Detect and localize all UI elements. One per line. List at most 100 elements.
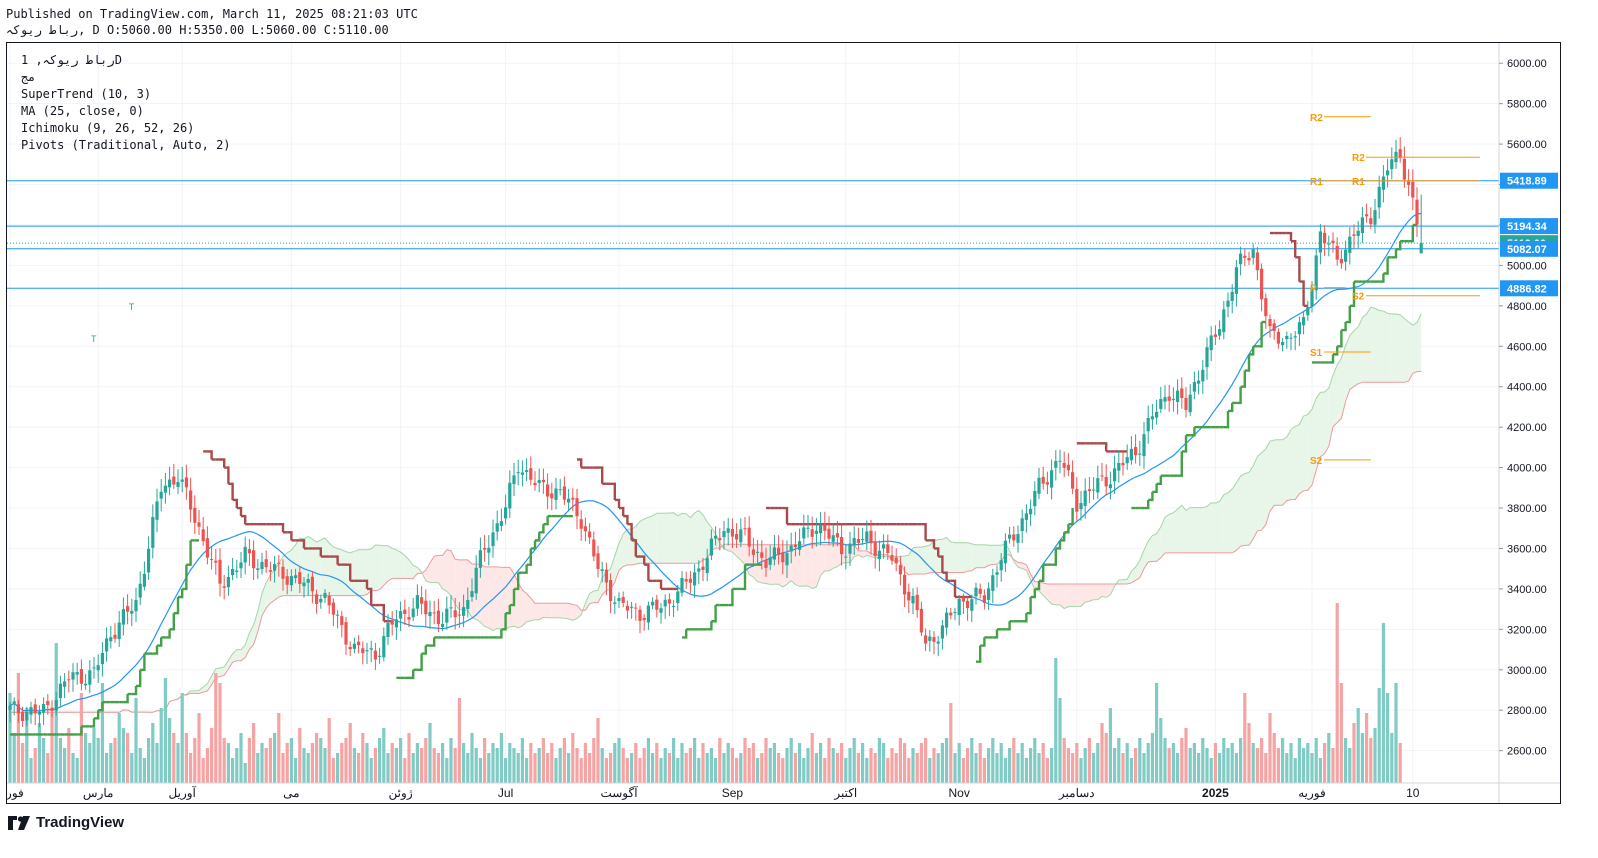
candle-body bbox=[1066, 464, 1070, 471]
supertrend-segment bbox=[1286, 231, 1293, 242]
candle-body bbox=[764, 559, 768, 568]
volume-bar bbox=[1327, 733, 1331, 783]
volume-bar bbox=[1381, 623, 1385, 783]
supertrend-segment bbox=[631, 539, 637, 557]
supertrend-segment bbox=[619, 506, 625, 517]
candle-body bbox=[1050, 470, 1054, 488]
price-tick-label: 4200.00 bbox=[1507, 422, 1547, 434]
candle-body bbox=[75, 671, 79, 675]
cloud-segment bbox=[858, 550, 863, 558]
cloud-segment bbox=[1333, 364, 1338, 427]
legend-ma: MA (25, close, 0) bbox=[21, 104, 144, 118]
volume-bar bbox=[264, 748, 268, 783]
volume-bar bbox=[1243, 693, 1247, 783]
supertrend-segment bbox=[140, 653, 146, 671]
candle-body bbox=[655, 599, 659, 610]
volume-bar bbox=[386, 753, 390, 783]
candle-body bbox=[743, 528, 747, 530]
chart-svg[interactable]: R2 R1 P S1 S2 R2 R1 S2 T T 2600.00 2800.00 3000.00 32… bbox=[7, 43, 1560, 803]
volume-bar bbox=[722, 753, 726, 783]
cloud-segment bbox=[446, 549, 451, 596]
volume-bar bbox=[701, 743, 705, 783]
candle-body bbox=[1218, 329, 1222, 336]
volume-bar bbox=[399, 738, 403, 783]
cloud-segment bbox=[677, 513, 682, 564]
volume-bar bbox=[306, 753, 310, 783]
candle-body bbox=[96, 665, 100, 671]
cloud-segment bbox=[766, 544, 771, 585]
pivot-label: S1 bbox=[1310, 348, 1323, 359]
candle-body bbox=[369, 648, 373, 650]
supertrend-segment bbox=[232, 498, 238, 509]
candle-body bbox=[403, 609, 407, 615]
volume-bar bbox=[382, 728, 386, 783]
time-tick-label: 10 bbox=[1406, 786, 1420, 800]
time-tick-label: می bbox=[283, 786, 299, 800]
candle-body bbox=[646, 605, 650, 623]
candle-body bbox=[289, 576, 293, 586]
volume-bar bbox=[189, 753, 193, 783]
cloud-segment bbox=[619, 533, 624, 571]
candle-body bbox=[1415, 199, 1419, 225]
volume-bar bbox=[1264, 753, 1268, 783]
volume-bar bbox=[457, 698, 461, 783]
volume-bar bbox=[667, 753, 671, 783]
candle-body bbox=[1398, 149, 1402, 159]
volume-bar bbox=[756, 758, 760, 783]
candle-body bbox=[1079, 503, 1083, 510]
candle-body bbox=[1092, 489, 1096, 491]
pivot-label: R1 bbox=[1310, 177, 1323, 188]
candle-body bbox=[1285, 335, 1289, 340]
candle-body bbox=[319, 598, 323, 603]
volume-bar bbox=[50, 713, 54, 783]
cloud-segment bbox=[425, 562, 430, 583]
cloud-segment bbox=[1127, 571, 1132, 584]
volume-bar bbox=[1159, 718, 1163, 783]
volume-bar bbox=[42, 738, 46, 783]
volume-bar bbox=[949, 703, 953, 783]
price-tick-label: 3000.00 bbox=[1507, 665, 1547, 677]
cloud-segment bbox=[1043, 583, 1048, 600]
supertrend-segment bbox=[1223, 410, 1230, 429]
volume-bar bbox=[151, 723, 155, 783]
volume-bar bbox=[126, 733, 130, 783]
volume-bar bbox=[747, 748, 751, 783]
candle-body bbox=[1020, 518, 1024, 532]
chart-frame[interactable]: R2 R1 P S1 S2 R2 R1 S2 T T 2600.00 2800.00 3000.00 32… bbox=[6, 42, 1561, 804]
supertrend-segment bbox=[934, 547, 940, 557]
volume-bar bbox=[1071, 753, 1075, 783]
cloud-segment bbox=[1362, 313, 1367, 383]
cloud-segment bbox=[1228, 488, 1233, 553]
candle-body bbox=[642, 617, 646, 621]
candle-body bbox=[1344, 249, 1348, 262]
volume-bar bbox=[852, 738, 856, 783]
volume-bar bbox=[210, 728, 214, 783]
candle-body bbox=[226, 576, 230, 588]
cloud-segment bbox=[824, 544, 829, 571]
volume-bar bbox=[558, 748, 562, 783]
candle-body bbox=[810, 529, 814, 537]
candle-body bbox=[1386, 170, 1390, 176]
candle-body bbox=[285, 576, 289, 585]
volume-bar bbox=[760, 753, 764, 783]
supertrend-segment bbox=[77, 726, 83, 736]
volume-bar bbox=[655, 743, 659, 783]
volume-bar bbox=[21, 743, 25, 783]
volume-bar bbox=[1285, 753, 1289, 783]
supertrend-segment bbox=[278, 523, 285, 533]
candle-body bbox=[407, 617, 411, 620]
candle-body bbox=[684, 579, 688, 582]
candle-body bbox=[1029, 508, 1033, 515]
cloud-segment bbox=[1400, 314, 1405, 383]
cloud-segment bbox=[1148, 535, 1153, 563]
candle-body bbox=[508, 482, 512, 509]
volume-bar bbox=[785, 748, 789, 783]
volume-bar bbox=[562, 738, 566, 783]
cloud-segment bbox=[1202, 506, 1207, 553]
volume-bar bbox=[978, 743, 982, 783]
cloud-segment bbox=[224, 660, 229, 676]
volume-bar bbox=[676, 758, 680, 783]
supertrend-segment bbox=[228, 482, 234, 500]
volume-bar bbox=[226, 743, 230, 783]
cloud-segment bbox=[698, 510, 703, 564]
